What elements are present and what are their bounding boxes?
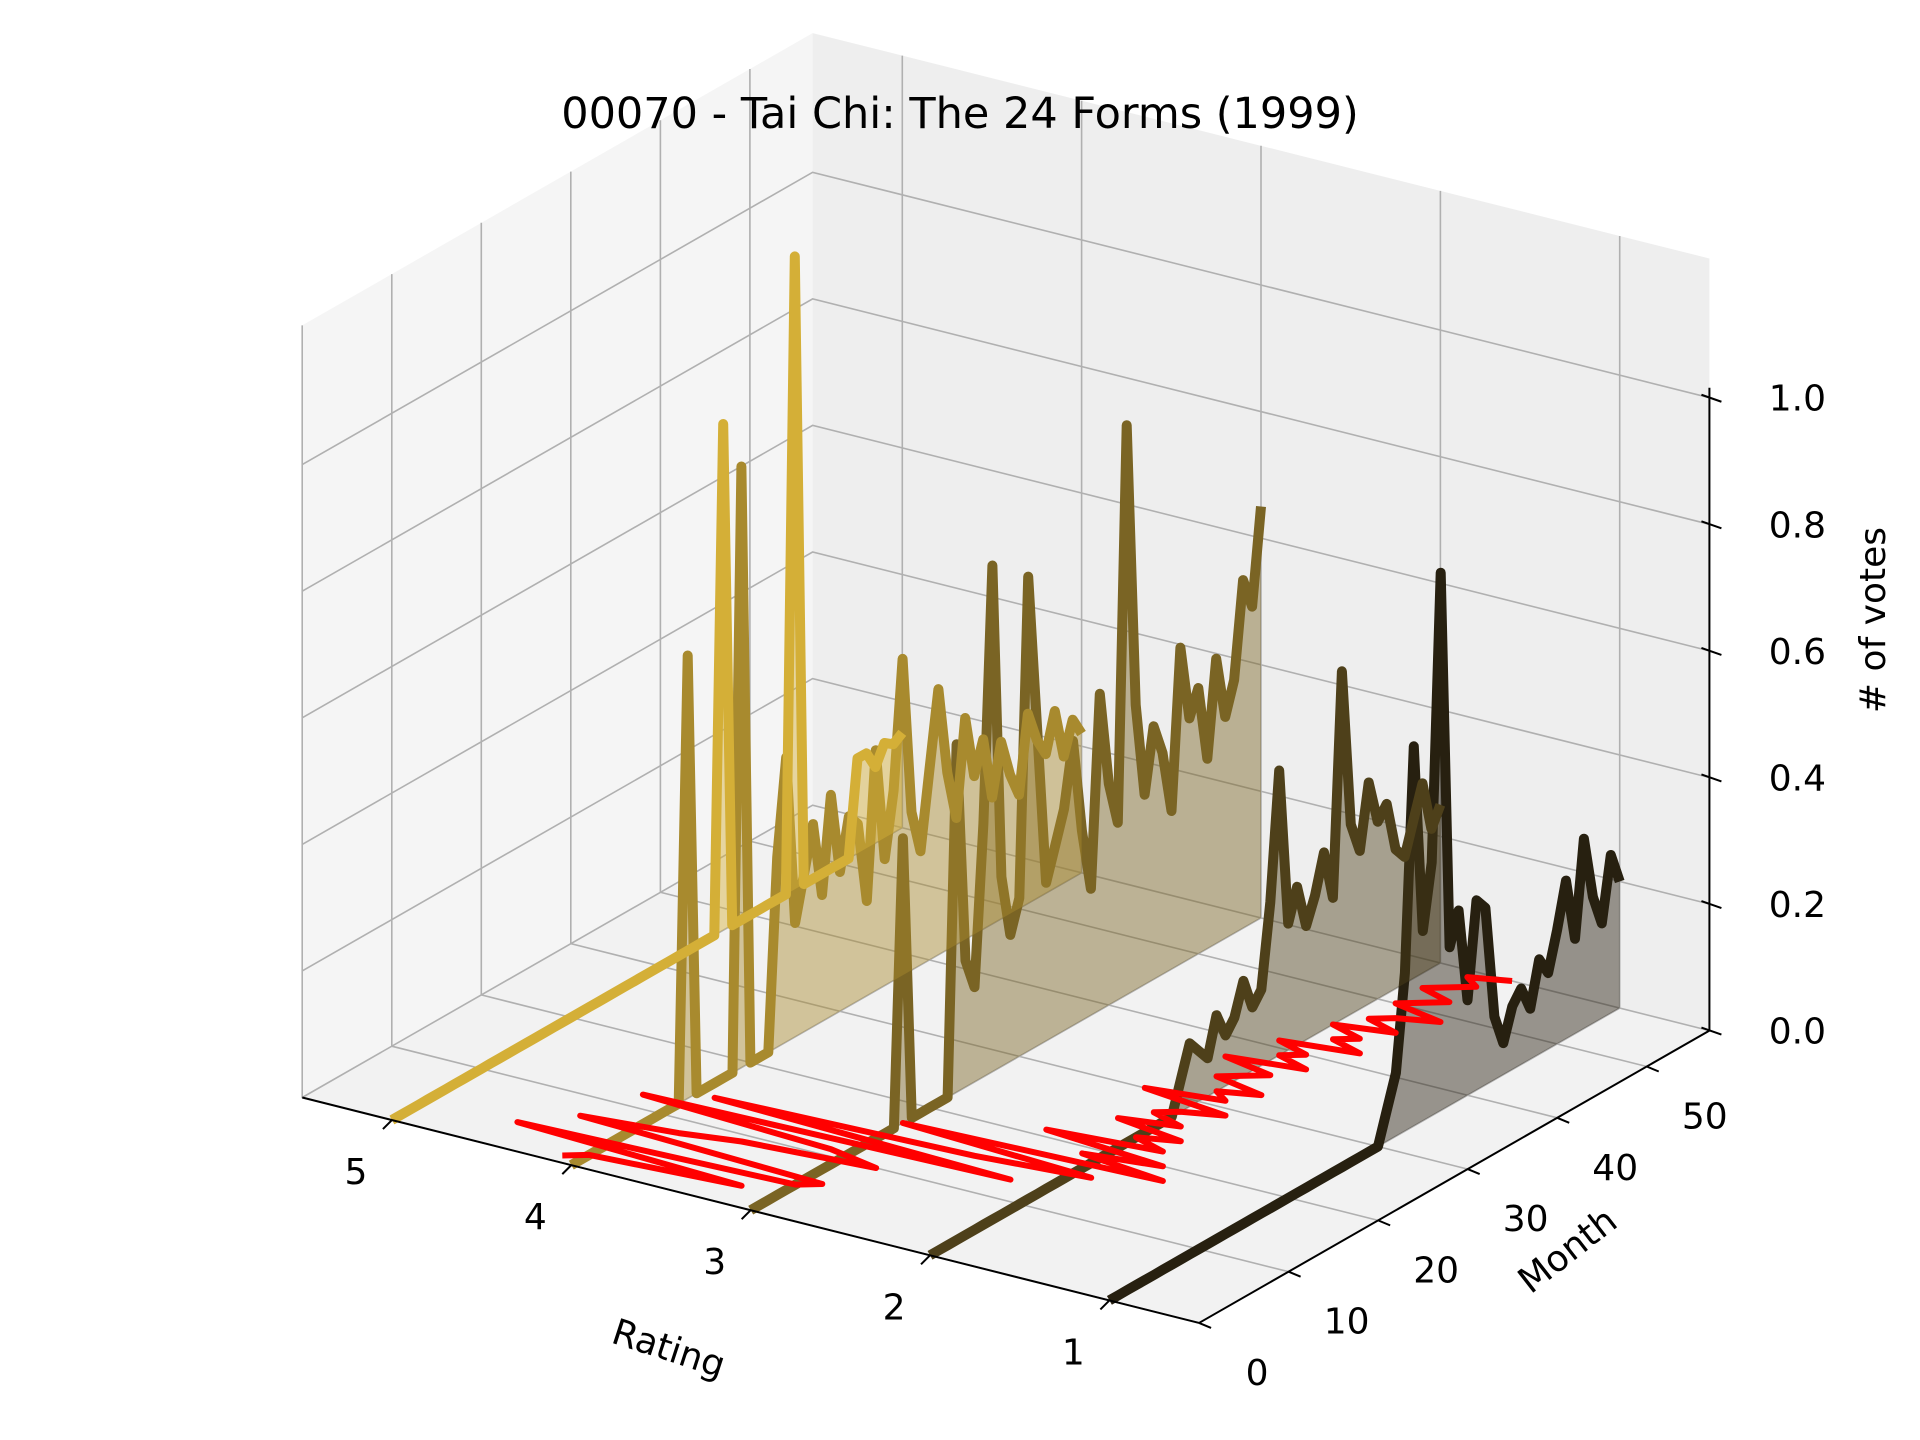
z-axis-label: # of votes: [1853, 527, 1894, 713]
x-tick: [740, 1209, 752, 1220]
y-tick-label: 30: [1503, 1199, 1549, 1240]
z-tick-label: 0.8: [1769, 505, 1826, 546]
y-tick-label: 40: [1592, 1148, 1638, 1189]
x-axis-label: Rating: [607, 1312, 730, 1387]
x-tick: [382, 1119, 393, 1130]
series-line-rating-1: [1106, 567, 1625, 1305]
grid-line-z: [301, 298, 1710, 592]
z-tick-label: 1.0: [1769, 379, 1826, 420]
x-tick-label: 4: [524, 1197, 547, 1238]
x-tick-label: 3: [703, 1242, 726, 1283]
z-tick: [1701, 900, 1722, 909]
x-tick-label: 1: [1062, 1332, 1085, 1373]
y-tick: [1377, 1219, 1391, 1227]
red-overlay-layer: [514, 974, 1513, 1189]
y-tick: [1556, 1116, 1570, 1124]
z-tick-label: 0.2: [1769, 885, 1826, 926]
z-tick-label: 0.6: [1769, 632, 1826, 673]
y-tick: [1646, 1065, 1660, 1073]
z-tick: [1701, 1026, 1722, 1036]
chart-title: 00070 - Tai Chi: The 24 Forms (1999): [561, 89, 1359, 139]
x-tick: [1099, 1299, 1111, 1311]
y-tick-label: 50: [1682, 1097, 1728, 1138]
y-tick: [1467, 1168, 1481, 1176]
series-line-rating-2: [927, 666, 1446, 1260]
y-tick-label: 20: [1413, 1250, 1459, 1291]
grid-line-z: [301, 171, 1710, 466]
z-tick-label: 0.4: [1769, 758, 1826, 799]
x-tick-label: 2: [883, 1287, 906, 1328]
z-tick: [1701, 773, 1722, 783]
y-tick-label: 10: [1324, 1302, 1370, 1343]
axes-panes: [302, 33, 1710, 1323]
y-tick: [1288, 1270, 1301, 1278]
series-area-rating-2: [939, 671, 1441, 1251]
series-line-rating-5: [389, 251, 907, 1125]
x-tick-label: 5: [344, 1152, 367, 1193]
series-area-rating-3: [759, 425, 1261, 1206]
series-line-rating-4: [568, 461, 1086, 1170]
x-tick: [920, 1254, 931, 1266]
z-tick: [1701, 520, 1722, 530]
overlay-line: [514, 974, 1513, 1189]
y-axis-line: [1198, 1029, 1710, 1324]
x-tick: [561, 1164, 573, 1175]
grid-line-z: [301, 551, 1710, 846]
y-tick: [1198, 1322, 1212, 1329]
y-tick-label: 0: [1246, 1353, 1269, 1394]
z-tick: [1701, 393, 1722, 403]
grid-line-z: [301, 424, 1710, 719]
z-tick: [1701, 646, 1722, 656]
z-tick-label: 0.0: [1769, 1012, 1826, 1053]
